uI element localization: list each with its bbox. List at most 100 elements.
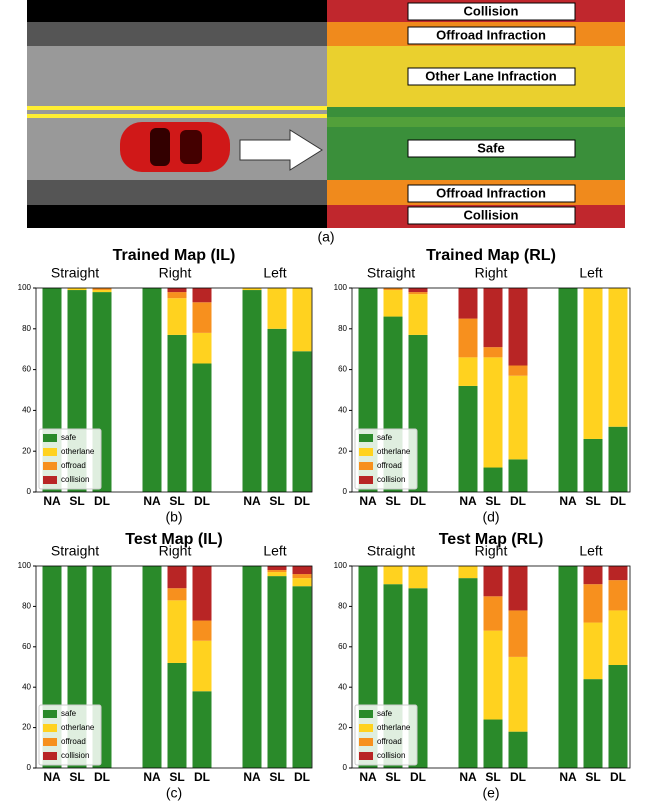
bar-segment <box>483 630 503 720</box>
bar-segment <box>508 288 528 366</box>
legend-swatch <box>359 434 373 442</box>
zone-label: Offroad Infraction <box>436 185 546 200</box>
y-tick-label: 80 <box>338 324 347 333</box>
x-tick-label: DL <box>94 494 110 508</box>
legend-label: collision <box>61 475 89 484</box>
lane-line <box>27 114 327 118</box>
bar-segment <box>92 290 112 293</box>
legend-swatch <box>43 462 57 470</box>
x-tick-label: SL <box>169 494 184 508</box>
group-label: Left <box>263 265 286 281</box>
zone-label: Other Lane Infraction <box>425 68 557 83</box>
bar-segment <box>267 566 287 571</box>
x-tick-label: DL <box>510 494 526 508</box>
x-tick-label: NA <box>459 770 477 784</box>
y-tick-label: 100 <box>18 283 32 292</box>
bar-segment <box>292 578 312 587</box>
x-tick-label: SL <box>485 494 500 508</box>
bar-segment <box>292 288 312 352</box>
x-tick-label: NA <box>43 494 61 508</box>
legend-label: offroad <box>377 461 402 470</box>
legend-label: offroad <box>377 737 402 746</box>
x-tick-label: SL <box>485 770 500 784</box>
bar-segment <box>167 600 187 663</box>
zone-label: Safe <box>477 140 504 155</box>
group-label: Right <box>159 265 192 281</box>
x-tick-label: NA <box>43 770 61 784</box>
chart-title: Trained Map (RL) <box>426 247 556 264</box>
y-tick-label: 60 <box>338 365 347 374</box>
caption: (b) <box>165 509 182 525</box>
bar-segment <box>267 328 287 492</box>
bar-segment <box>192 363 212 492</box>
bar-segment <box>192 302 212 333</box>
bar-segment <box>608 566 628 581</box>
bar-segment <box>242 566 262 768</box>
zone <box>327 117 625 127</box>
bar-segment <box>458 578 478 768</box>
bar-segment <box>92 288 112 291</box>
x-tick-label: NA <box>559 770 577 784</box>
group-label: Straight <box>367 543 415 559</box>
bar-segment <box>383 288 403 291</box>
legend-swatch <box>359 752 373 760</box>
legend-label: collision <box>377 475 405 484</box>
bar-segment <box>483 347 503 358</box>
x-tick-label: SL <box>169 770 184 784</box>
arrow <box>239 129 323 171</box>
bar-segment <box>508 459 528 492</box>
bar-segment <box>458 566 478 579</box>
bar-segment <box>558 288 578 492</box>
bar-segment <box>408 566 428 589</box>
legend-label: otherlane <box>377 447 411 456</box>
y-tick-label: 40 <box>22 406 31 415</box>
y-tick-label: 80 <box>338 602 347 611</box>
y-tick-label: 100 <box>334 561 348 570</box>
x-tick-label: DL <box>410 494 426 508</box>
bar-segment <box>508 365 528 376</box>
legend-box <box>38 704 102 766</box>
bar-segment <box>583 566 603 585</box>
chart-title: Test Map (RL) <box>439 531 544 548</box>
bar-segment <box>408 288 428 293</box>
legend-swatch <box>359 476 373 484</box>
x-tick-label: SL <box>385 494 400 508</box>
bar-segment <box>483 288 503 348</box>
bar-segment <box>167 288 187 293</box>
bar-segment <box>267 572 287 577</box>
legend-swatch <box>359 448 373 456</box>
x-tick-label: NA <box>459 494 477 508</box>
bar-segment <box>508 656 528 732</box>
legend-swatch <box>43 434 57 442</box>
x-tick-label: SL <box>385 770 400 784</box>
legend-swatch <box>43 476 57 484</box>
caption: (c) <box>166 785 182 801</box>
bar-segment <box>483 357 503 468</box>
x-tick-label: NA <box>359 770 377 784</box>
bar-segment <box>558 566 578 768</box>
bar-segment <box>608 580 628 611</box>
legend-swatch <box>43 448 57 456</box>
bar-segment <box>608 288 628 427</box>
legend-label: otherlane <box>61 723 95 732</box>
bar-segment <box>167 662 187 768</box>
group-label: Right <box>159 543 192 559</box>
legend-label: safe <box>61 709 77 718</box>
bar-segment <box>192 620 212 641</box>
y-tick-label: 60 <box>22 642 31 651</box>
x-tick-label: NA <box>359 494 377 508</box>
x-tick-label: DL <box>510 770 526 784</box>
x-tick-label: DL <box>194 494 210 508</box>
legend-swatch <box>359 710 373 718</box>
y-tick-label: 20 <box>22 723 31 732</box>
bar-segment <box>408 294 428 335</box>
bar-segment <box>508 375 528 460</box>
legend-label: otherlane <box>61 447 95 456</box>
y-tick-label: 40 <box>338 406 347 415</box>
bar-segment <box>192 566 212 621</box>
group-label: Left <box>579 543 602 559</box>
zone-label: Collision <box>464 207 519 222</box>
x-tick-label: NA <box>243 494 261 508</box>
bar-segment <box>292 566 312 575</box>
